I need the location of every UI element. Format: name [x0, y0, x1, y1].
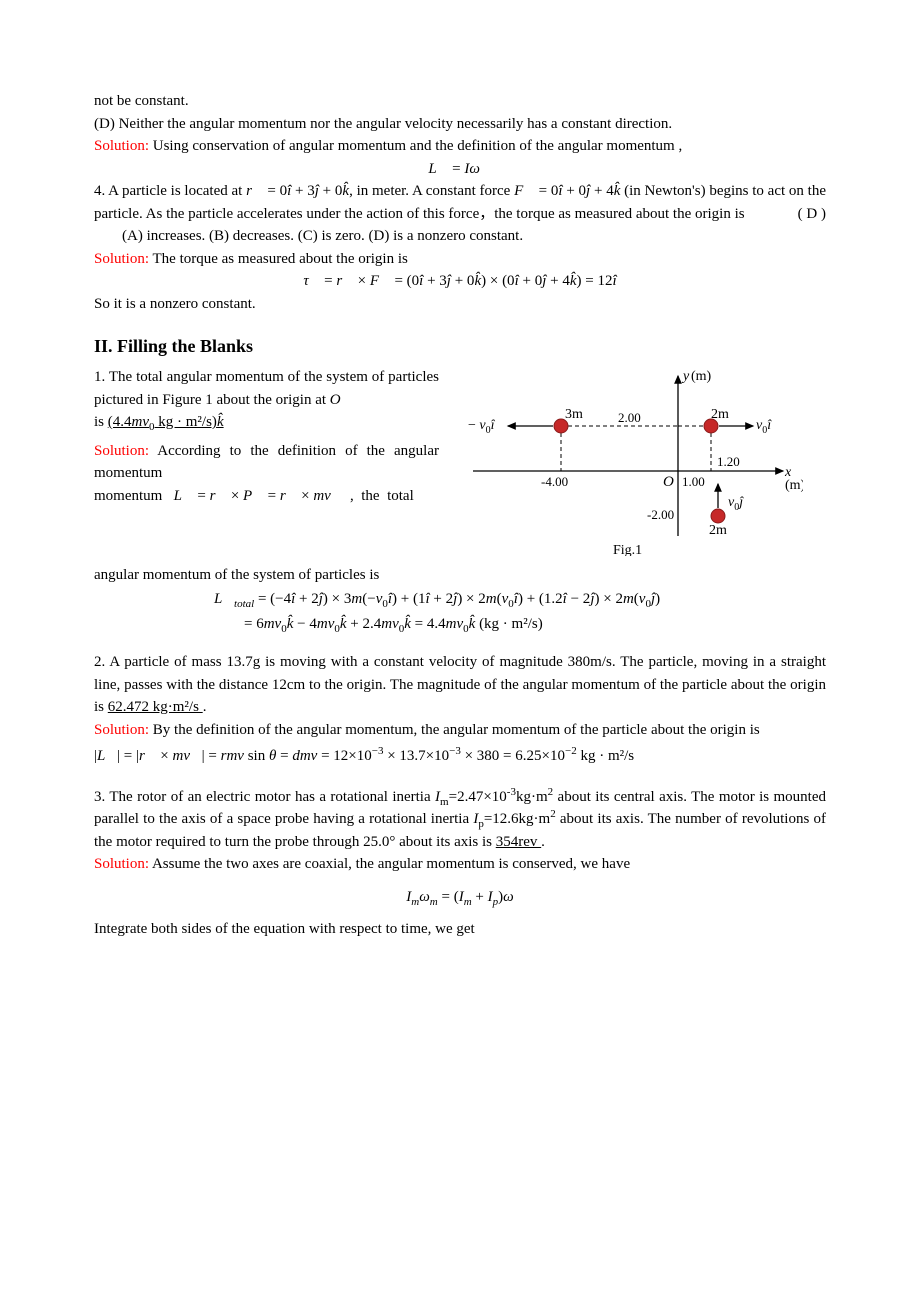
q4-options: (A) increases. (B) decreases. (C) is zer…	[94, 225, 826, 248]
equation-l-iw: L⃗ = Iω⃗	[94, 158, 826, 181]
blank-1-solution: Solution: According to the definition of…	[94, 440, 439, 485]
coord-1-20: 1.20	[717, 454, 740, 469]
solution-label: Solution:	[94, 251, 149, 267]
mass-3m-label: 3m	[565, 407, 583, 422]
q4-answer-tag: ( D )	[798, 203, 826, 226]
i-p-sub: p	[478, 818, 484, 830]
equation-ltotal-2: = 6mv0k̂ − 4mv0k̂ + 2.4mv0k̂ = 4.4mv0k̂ …	[244, 613, 826, 636]
period: .	[203, 699, 207, 715]
solution-text: By the definition of the angular momentu…	[149, 722, 760, 738]
solution-label: Solution:	[94, 722, 149, 738]
section-2-heading: II. Filling the Blanks	[94, 333, 826, 360]
equation-ltotal-1: L⃗total = (−4î + 2ĵ) × 3m(−v0î) + (1î + …	[214, 588, 826, 611]
coord-neg4: -4.00	[541, 474, 568, 489]
blank-1-text: 1. The total angular momentum of the sys…	[94, 366, 439, 411]
solution-label: Solution:	[94, 443, 149, 459]
coord-1-00: 1.00	[682, 474, 705, 489]
solution-text: The torque as measured about the origin …	[149, 251, 408, 267]
blank-3-text: 3. The rotor of an electric motor has a …	[94, 786, 826, 854]
blank-2-text: 2. A particle of mass 13.7g is moving wi…	[94, 651, 826, 719]
i-m-sub: m	[440, 796, 449, 808]
solution-1: Solution: Using conservation of angular …	[94, 135, 826, 158]
origin-o: O	[330, 392, 341, 408]
body-text-fragment: not be constant.	[94, 90, 826, 113]
solution-text: Assume the two axes are coaxial, the ang…	[149, 856, 630, 872]
blank-1-solution-2: momentum L⃗ = r⃗ × P⃗ = r⃗ × mv⃗ , the t…	[94, 485, 439, 508]
mass-2m-lower	[711, 509, 725, 523]
blank-2-answer: 62.472 kg·m²/s	[108, 699, 203, 715]
q4-part-b: , in meter. A constant force	[349, 183, 514, 199]
origin-label: O	[663, 474, 674, 490]
blank-1-answer: (4.4mv0 kg · m²/s)k̂	[108, 414, 224, 430]
coord-2-00: 2.00	[618, 410, 641, 425]
y-axis-label: y	[681, 369, 690, 384]
coord-neg2: -2.00	[647, 507, 674, 522]
figure-caption: Fig.1	[613, 543, 642, 556]
y-axis-unit: (m)	[691, 369, 712, 384]
blank-2-solution: Solution: By the definition of the angul…	[94, 719, 826, 742]
b3-end: Integrate both sides of the equation wit…	[94, 918, 826, 941]
blank-3-solution: Solution: Assume the two axes are coaxia…	[94, 853, 826, 876]
blank-3-answer: 354rev	[496, 834, 541, 850]
period: .	[541, 834, 545, 850]
solution-label: Solution:	[94, 856, 149, 872]
x-axis-unit: (m)	[785, 478, 803, 493]
q4-part-a: 4. A particle is located at	[94, 183, 246, 199]
equation-b3: Imωm = (Im + Ip)ω	[94, 886, 826, 909]
b1-text: 1. The total angular momentum of the sys…	[94, 369, 439, 408]
q4-conclusion: So it is a nonzero constant.	[94, 293, 826, 316]
solution-label: Solution:	[94, 138, 149, 154]
figure-1: y (m) x (m) O 3m − v0î 2.00 -4.00 2m v0î…	[453, 366, 803, 564]
equation-torque: τ⃗ = r⃗ × F⃗ = (0î + 3ĵ + 0k̂) × (0î + 0…	[94, 270, 826, 293]
blank-1-solution-3: angular momentum of the system of partic…	[94, 564, 826, 587]
b3-a: 3. The rotor of an electric motor has a …	[94, 789, 435, 805]
is-label: is	[94, 414, 108, 430]
q4-vec-r: r⃗	[246, 183, 264, 199]
equation-b2: |L⃗| = |r⃗ × mv⃗| = rmv sin θ = dmv = 12…	[94, 745, 826, 768]
question-4: 4. A particle is located at r⃗ = 0î + 3ĵ…	[94, 180, 826, 225]
velocity-3m-label: − v0î	[468, 418, 496, 436]
option-d: (D) Neither the angular momentum nor the…	[94, 113, 826, 136]
mass-2m-lower-label: 2m	[709, 523, 727, 538]
velocity-2m-lower-label: v0ĵ	[728, 495, 744, 513]
blank-1-answer-line: is (4.4mv0 kg · m²/s)k̂	[94, 411, 439, 434]
q4-solution: Solution: The torque as measured about t…	[94, 248, 826, 271]
mass-2m-upper-label: 2m	[711, 407, 729, 422]
solution-text: Using conservation of angular momentum a…	[149, 138, 682, 154]
q4-vec-f: F⃗	[514, 183, 535, 199]
velocity-2m-upper-label: v0î	[756, 418, 772, 436]
